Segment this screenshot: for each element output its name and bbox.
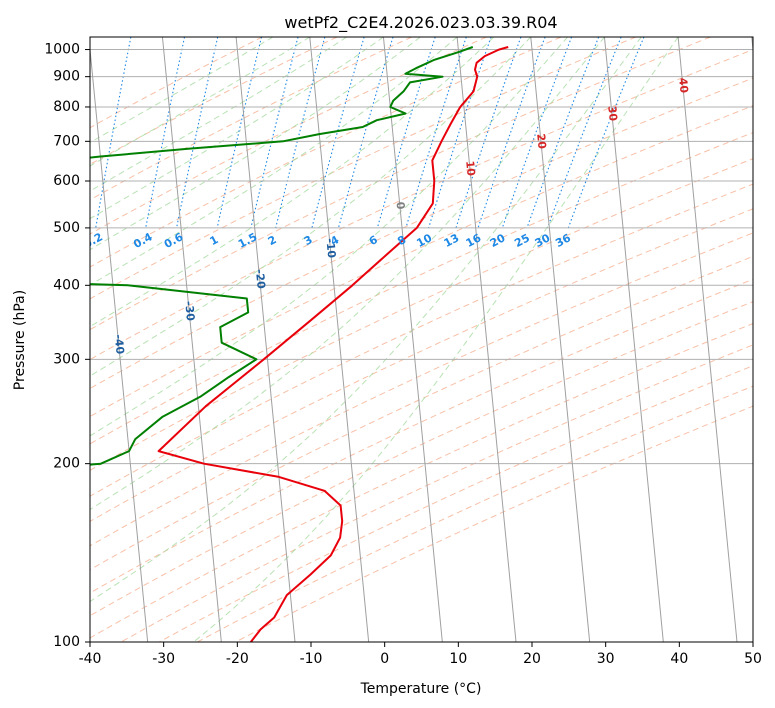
dry-adiabat-line: [90, 278, 753, 594]
mixing-ratio-line: [311, 37, 365, 229]
mixing-ratio-line: [216, 37, 263, 229]
dry-adiabat-line: [90, 301, 753, 617]
plot-frame: [89, 36, 754, 643]
dry-adiabat-line: [90, 255, 753, 571]
isotherm-line: [530, 37, 591, 642]
moist-adiabat-line: [90, 37, 384, 220]
plot-area: -100-90-80-70-60-50-40-30-20-10010203040…: [90, 37, 753, 642]
moist-adiabat-line: [90, 37, 495, 328]
dry-adiabat-line: [90, 208, 753, 522]
dry-adiabat-line: [90, 323, 753, 639]
x-tick-label: 10: [449, 651, 467, 667]
isotherm-label: 0: [394, 201, 408, 210]
x-tick-label: 30: [597, 651, 615, 667]
moist-adiabat-line: [90, 37, 421, 251]
data-series: [90, 46, 509, 642]
mixing-ratio-line: [176, 37, 219, 229]
isotherm-label: 30: [605, 105, 619, 122]
isotherm-line: [309, 37, 370, 642]
dry-adiabat-line: [90, 232, 753, 547]
moist-adiabat-line: [193, 37, 679, 642]
mixing-ratio-label: 13: [442, 231, 462, 250]
mixing-ratio-line: [275, 37, 326, 229]
mixing-ratio-label: 16: [464, 231, 484, 250]
dry-adiabat-line: [90, 37, 562, 268]
isotherm-line: [603, 37, 664, 642]
dry-adiabat-line: [90, 37, 636, 300]
isotherm-line: [161, 37, 222, 642]
mixing-ratio-label: 25: [512, 231, 532, 250]
isotherm-line: [677, 37, 738, 642]
dry-adiabat-line: [235, 405, 753, 642]
x-tick-label: 40: [670, 651, 688, 667]
mixing-ratio-label: 10: [414, 231, 434, 250]
mixing-ratio-line: [376, 37, 436, 229]
mixing-ratio-line: [428, 37, 492, 229]
mixing-ratio-line: [477, 37, 546, 229]
mixing-ratio-line: [145, 37, 186, 229]
y-tick-label: 100: [53, 634, 80, 650]
isotherm-line: [456, 37, 517, 642]
y-tick-label: 1000: [44, 42, 80, 58]
moist-adiabat-line: [90, 37, 642, 603]
mixing-ratio-label: 20: [488, 231, 508, 250]
x-axis-title: Temperature (°C): [360, 681, 482, 697]
y-tick-label: 400: [53, 277, 80, 293]
x-tick-label: 20: [523, 651, 541, 667]
moist-adiabat-line: [90, 37, 274, 144]
x-tick-label: -10: [300, 651, 323, 667]
y-tick-label: 800: [53, 99, 80, 115]
mixing-ratio-line: [455, 37, 522, 229]
isotherms: [90, 37, 753, 642]
moist-adiabat-line: [90, 37, 458, 286]
y-axis-title: Pressure (hPa): [12, 290, 28, 390]
y-tick-label: 700: [53, 133, 80, 149]
dry-adiabat-line: [158, 365, 753, 642]
isotherm-label: -40: [112, 334, 127, 355]
chart-title: wetPf2_C2E4.2026.023.03.39.R04: [284, 13, 557, 33]
mixing-ratio-label: 30: [533, 231, 553, 250]
pressure-gridlines: [90, 49, 753, 642]
mixing-ratio-line: [526, 37, 600, 229]
moist-adiabat-line: [90, 37, 568, 437]
sounding-profile-line: [90, 46, 474, 466]
dry-adiabat-line: [90, 77, 753, 390]
y-tick-label: 300: [53, 351, 80, 367]
mixing-ratio-line: [405, 37, 467, 229]
isotherm-label: 10: [463, 160, 477, 177]
y-tick-label: 900: [53, 69, 80, 85]
y-axis: 1000 900 800 700 600 500 400 300 200 100: [44, 42, 90, 650]
isopleth-labels: -100-90-80-70-60-50-40-30-20-10010203040…: [90, 77, 691, 355]
isotherm-label: 40: [676, 77, 690, 94]
x-tick-label: -20: [226, 651, 249, 667]
dry-adiabat-line: [90, 183, 753, 497]
y-tick-label: 500: [53, 220, 80, 236]
dry-adiabat-line: [120, 344, 753, 642]
dry-adiabat-line: [90, 49, 753, 361]
isotherm-label: -20: [253, 268, 268, 289]
sounding-profile-line: [157, 46, 509, 642]
y-tick-label: 600: [53, 173, 80, 189]
x-axis: -40 -30 -20 -10 0 10 20 30 40 50: [79, 642, 762, 667]
y-tick-label: 200: [53, 456, 80, 472]
dry-adiabat-line: [90, 105, 753, 418]
mixing-ratio-line: [546, 37, 622, 229]
x-tick-label: 0: [380, 651, 389, 667]
dry-adiabat-line: [90, 37, 338, 165]
x-tick-label: 50: [744, 651, 762, 667]
x-tick-label: -40: [79, 651, 102, 667]
isotherm-line: [90, 44, 149, 642]
isotherm-label: 20: [534, 133, 548, 150]
mixing-ratio-line: [250, 37, 299, 229]
isotherm-label: -30: [182, 300, 197, 321]
x-tick-label: -30: [152, 651, 175, 667]
dry-adiabat-line: [197, 385, 753, 642]
isotherm-line: [235, 37, 296, 642]
mixing-ratio-label: 36: [553, 231, 573, 250]
isotherm-label: -10: [323, 238, 338, 259]
moist-adiabat-line: [90, 37, 605, 511]
mixing-ratio-line: [501, 37, 573, 229]
isotherm-line: [382, 37, 443, 642]
